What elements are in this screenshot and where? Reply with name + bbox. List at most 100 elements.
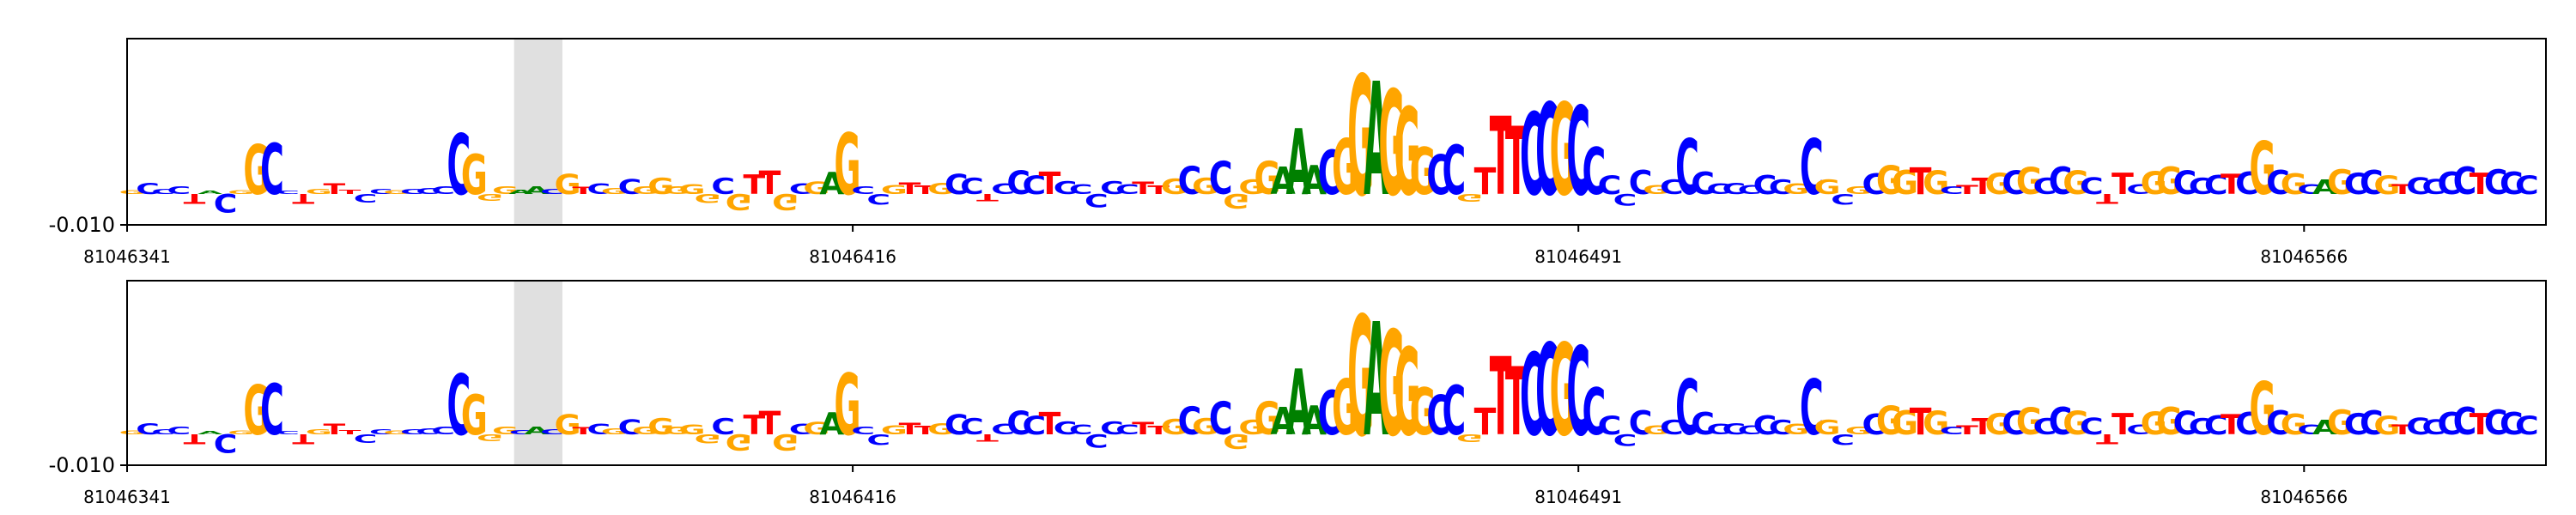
logo-letter-C: C bbox=[1629, 164, 1653, 202]
logo-letter-C: C bbox=[2344, 168, 2368, 202]
logo-letter-C: C bbox=[416, 187, 440, 197]
logo-letter-C: C bbox=[1629, 404, 1653, 442]
logo-letter-C: C bbox=[400, 188, 424, 196]
logo-letter-T: T bbox=[1474, 402, 1497, 444]
logo-letter-G: G bbox=[663, 425, 690, 438]
logo-letter-G: G bbox=[1394, 324, 1421, 464]
logo-letter-C: C bbox=[2033, 414, 2057, 439]
logo-letter-C: C bbox=[1520, 330, 1544, 462]
logo-letter-A: A bbox=[819, 166, 845, 201]
logo-letter-C: C bbox=[214, 188, 238, 217]
logo-letter-G: G bbox=[492, 425, 519, 438]
logo-letter-C: C bbox=[354, 432, 378, 445]
logo-letter-C: C bbox=[1209, 152, 1233, 205]
logo-letter-G: G bbox=[803, 179, 829, 198]
logo-letter-C: C bbox=[447, 359, 471, 455]
logo-letter-A: A bbox=[1286, 349, 1311, 456]
logo-letter-C: C bbox=[1769, 177, 1793, 199]
logo-letter-T: T bbox=[1505, 349, 1528, 457]
logo-letter-G: G bbox=[119, 189, 146, 195]
logo-letter-C: C bbox=[2189, 414, 2213, 439]
logo-letter-C: C bbox=[789, 421, 813, 438]
x-tick-label: 81046416 bbox=[809, 487, 896, 507]
x-tick-label: 81046491 bbox=[1534, 487, 1622, 507]
logo-letter-T: T bbox=[184, 191, 206, 206]
logo-letter-T: T bbox=[976, 191, 999, 203]
logo-letter-G: G bbox=[1161, 174, 1188, 200]
logo-letter-T: T bbox=[759, 164, 781, 202]
logo-letter-C: C bbox=[1769, 417, 1793, 439]
logo-letter-G: G bbox=[835, 116, 861, 215]
logo-letter-A: A bbox=[2312, 417, 2337, 439]
logo-letter-C: C bbox=[1520, 89, 1544, 221]
logo-letter-T: T bbox=[1910, 402, 1932, 444]
logo-letter-C: C bbox=[1566, 323, 1590, 464]
logo-letter-G: G bbox=[1643, 422, 1669, 437]
logo-letter-C: C bbox=[2126, 181, 2150, 197]
logo-letter-G: G bbox=[1192, 414, 1218, 439]
logo-letter-C: C bbox=[431, 185, 455, 197]
logo-letter-G: G bbox=[695, 431, 721, 445]
logo-letter-G: G bbox=[243, 371, 270, 451]
logo-letter-C: C bbox=[1738, 422, 1762, 437]
logo-letter-G: G bbox=[1456, 191, 1483, 204]
logo-letter-C: C bbox=[1738, 182, 1762, 197]
logo-letter-C: C bbox=[369, 428, 393, 436]
logo-letter-C: C bbox=[1613, 430, 1637, 449]
logo-letter-C: C bbox=[1318, 139, 1342, 209]
logo-letter-G: G bbox=[1814, 417, 1840, 439]
logo-letter-C: C bbox=[1115, 181, 1139, 197]
logo-letter-C: C bbox=[2437, 406, 2461, 441]
logo-letter-C: C bbox=[866, 191, 890, 207]
logo-letter-G: G bbox=[678, 181, 705, 197]
logo-letter-C: C bbox=[1100, 419, 1124, 439]
logo-letter-G: G bbox=[1845, 185, 1872, 197]
logo-letter-T: T bbox=[1910, 161, 1932, 203]
logo-letter-C: C bbox=[1084, 189, 1109, 210]
logo-letter-G: G bbox=[383, 429, 410, 435]
logo-letter-G: G bbox=[2281, 409, 2307, 441]
logo-letter-G: G bbox=[228, 429, 254, 435]
logo-letter-G: G bbox=[2327, 403, 2354, 443]
logo-letter-C: C bbox=[1178, 399, 1202, 444]
logo-letter-C: C bbox=[1940, 185, 1964, 197]
logo-letter-C: C bbox=[1442, 372, 1466, 451]
logo-letter-T: T bbox=[2391, 421, 2414, 437]
logo-letter-G: G bbox=[1985, 409, 2012, 442]
y-tick-label: -0.010 bbox=[49, 453, 115, 477]
logo-letter-C: C bbox=[711, 173, 735, 199]
logo-letter-T: T bbox=[339, 429, 361, 436]
logo-letter-C: C bbox=[151, 188, 175, 196]
logo-letter-C: C bbox=[2500, 166, 2524, 201]
logo-letter-C: C bbox=[2360, 164, 2384, 202]
logo-letter-G: G bbox=[803, 419, 829, 439]
logo-letter-C: C bbox=[2266, 164, 2290, 202]
x-tick-label: 81046416 bbox=[809, 246, 896, 267]
logo-letter-C: C bbox=[2080, 173, 2104, 199]
logo-letter-C: C bbox=[1675, 124, 1699, 212]
logo-letter-C: C bbox=[711, 414, 735, 439]
logo-letter-C: C bbox=[1084, 429, 1109, 451]
x-tick-label: 81046566 bbox=[2260, 487, 2348, 507]
logo-letter-C: C bbox=[960, 414, 984, 439]
logo-letter-T: T bbox=[1132, 419, 1154, 439]
logo-letter-G: G bbox=[1238, 177, 1265, 199]
logo-letter-C: C bbox=[1178, 159, 1202, 203]
logo-letter-C: C bbox=[1722, 421, 1746, 438]
logo-letter-C: C bbox=[2126, 421, 2150, 437]
logo-letter-C: C bbox=[1598, 171, 1622, 200]
logo-letter-C: C bbox=[2049, 159, 2073, 203]
logo-letter-G: G bbox=[835, 356, 861, 455]
logo-letter-T: T bbox=[759, 404, 781, 442]
logo-letter-A: A bbox=[197, 190, 222, 195]
logo-letter-T: T bbox=[744, 170, 766, 201]
logo-letter-C: C bbox=[1582, 135, 1606, 209]
logo-letter-C: C bbox=[1660, 417, 1684, 439]
logo-letter-C: C bbox=[1069, 421, 1093, 437]
logo-letter-T: T bbox=[1147, 184, 1170, 197]
logo-letter-C: C bbox=[151, 428, 175, 436]
logo-letter-G: G bbox=[2281, 168, 2307, 201]
logo-letter-C: C bbox=[2080, 413, 2104, 439]
logo-letter-T: T bbox=[2470, 168, 2492, 202]
